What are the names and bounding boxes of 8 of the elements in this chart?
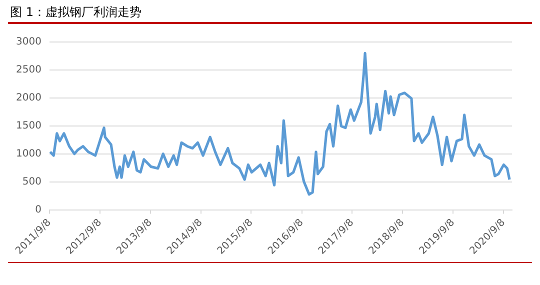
y-tick-label: 2000 (16, 92, 42, 104)
y-tick-label: 1000 (16, 148, 42, 160)
y-tick-label: 500 (22, 176, 42, 188)
y-tick-label: 3000 (16, 36, 42, 48)
y-tick-label: 0 (35, 204, 42, 216)
y-tick-label: 2500 (16, 64, 42, 76)
y-tick-label: 1500 (16, 120, 42, 132)
chart-title: 图 1：虚拟钢厂利润走势 (10, 4, 142, 21)
